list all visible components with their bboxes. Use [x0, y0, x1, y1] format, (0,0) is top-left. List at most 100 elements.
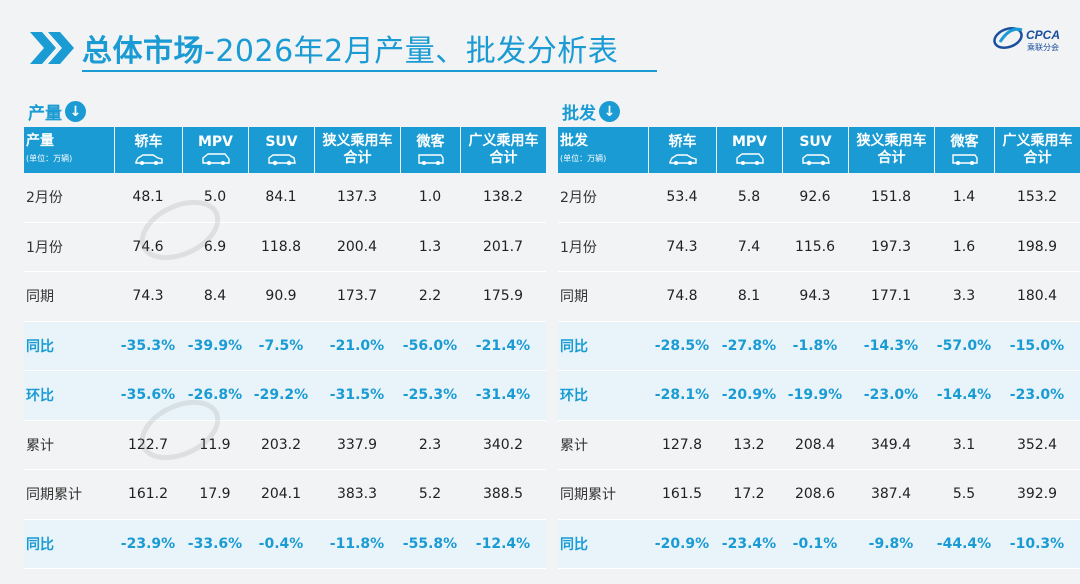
table-cell: 74.3 [132, 288, 164, 305]
table-cell: 90.9 [265, 288, 297, 305]
table-cell: -55.8% [402, 535, 458, 552]
table-cell: 84.1 [265, 189, 297, 206]
row-label: 同比 [560, 338, 588, 355]
table-row: 同期累计 161.2 17.9 204.1 383.3 5.2 388.5 [24, 470, 546, 520]
table-body: 2月份 53.4 5.8 92.6 151.8 1.4 153.2 1月份 74.3 7.4 115… [558, 173, 1080, 569]
table-cell: -21.4% [475, 337, 531, 354]
table-row: 同比 -23.9% -33.6% -0.4% -11.8% -55.8% -12.4% [24, 519, 546, 569]
row-label: 同比 [26, 536, 54, 553]
table-cell: 180.4 [1016, 288, 1058, 305]
row-label: 2月份 [560, 190, 597, 207]
table-cell: -11.8% [329, 535, 385, 552]
table-cell: -9.8% [868, 535, 914, 552]
col-minivan: 微客 [934, 127, 994, 173]
table-cell: 11.9 [199, 436, 231, 453]
table-cell: -27.8% [721, 337, 777, 354]
table-cell: 349.4 [870, 436, 912, 453]
sedan-icon [668, 154, 697, 165]
table-cell: -15.0% [1009, 337, 1065, 354]
table-cell: -29.2% [253, 387, 309, 404]
table-cell: 127.8 [661, 436, 703, 453]
table-cell: -35.3% [120, 337, 176, 354]
table-body: 2月份 48.1 5.0 84.1 137.3 1.0 138.2 1月份 74.6 6.9 118… [24, 173, 546, 569]
table-cell: -23.0% [863, 387, 919, 404]
table-cell: -14.3% [863, 337, 919, 354]
table-cell: 198.9 [1016, 238, 1058, 255]
row-label: 同期 [26, 289, 54, 306]
table-cell: -23.9% [120, 535, 176, 552]
table-cell: 48.1 [132, 189, 164, 206]
table-cell: -20.9% [721, 387, 777, 404]
table-cell: -39.9% [187, 337, 243, 354]
table-cell: -28.5% [654, 337, 710, 354]
table-cell: 175.9 [482, 288, 524, 305]
table-cell: -1.8% [792, 337, 838, 354]
table-cell: 138.2 [482, 189, 524, 206]
production-table: 产量 (单位：万辆) 轿车 MPV SUV 狭义乘用车 合计 微客 广义乘用车 合计… [24, 127, 546, 569]
table-cell: -35.6% [120, 387, 176, 404]
table-row: 环比 -28.1% -20.9% -19.9% -23.0% -14.4% -23.0% [558, 371, 1080, 421]
col-mpv: MPV [716, 127, 782, 173]
table-cell: -21.0% [329, 337, 385, 354]
wholesale-table: 批发 (单位：万辆) 轿车 MPV SUV 狭义乘用车 合计 微客 广义乘用车 合计… [558, 127, 1080, 569]
table-cell: -7.5% [258, 337, 304, 354]
row-label: 同期累计 [26, 487, 82, 504]
table-cell: -19.9% [787, 387, 843, 404]
table-cell: 392.9 [1016, 486, 1058, 503]
minivan-icon [951, 154, 978, 165]
table-row: 2月份 48.1 5.0 84.1 137.3 1.0 138.2 [24, 173, 546, 223]
table-cell: 7.4 [737, 238, 761, 255]
table-cell: 8.4 [203, 288, 227, 305]
table-cell: -12.4% [475, 535, 531, 552]
row-label: 环比 [560, 388, 588, 405]
row-label: 环比 [26, 388, 54, 405]
table-cell: -14.4% [936, 387, 992, 404]
row-label: 同比 [560, 536, 588, 553]
row-label: 同期 [560, 289, 588, 306]
table-cell: -10.3% [1009, 535, 1065, 552]
col-broad-total: 广义乘用车 合计 [460, 127, 546, 173]
table-cell: 340.2 [482, 436, 524, 453]
table-cell: 352.4 [1016, 436, 1058, 453]
table-row: 1月份 74.3 7.4 115.6 197.3 1.6 198.9 [558, 223, 1080, 272]
wholesale-section-label: 批发 ↓ [562, 99, 620, 124]
table-cell: 3.1 [952, 436, 976, 453]
logo-text: CPCA [1026, 28, 1061, 42]
col-broad-total: 广义乘用车 合计 [994, 127, 1080, 173]
production-section-label: 产量 ↓ [28, 99, 86, 124]
table-cell: -25.3% [402, 387, 458, 404]
col-sedan: 轿车 [648, 127, 716, 173]
table-cell: 387.4 [870, 486, 912, 503]
table-cell: 122.7 [127, 436, 169, 453]
table-cell: -31.4% [475, 387, 531, 404]
table-cell: 74.3 [666, 238, 698, 255]
table-cell: 92.6 [799, 189, 831, 206]
suv-icon [267, 154, 296, 166]
table-cell: 5.8 [737, 189, 761, 206]
col-mpv: MPV [182, 127, 248, 173]
table-cell: 1.3 [418, 238, 442, 255]
table-header: 批发 (单位：万辆) 轿车 MPV SUV 狭义乘用车 合计 微客 广义乘用车 合计 [558, 127, 1080, 173]
table-cell: -0.4% [258, 535, 304, 552]
table-cell: -44.4% [936, 535, 992, 552]
table-cell: 74.8 [666, 288, 698, 305]
table-cell: -31.5% [329, 387, 385, 404]
table-cell: 161.5 [661, 486, 703, 503]
title-underline [82, 70, 657, 72]
sedan-icon [134, 154, 163, 165]
cpca-logo-icon [993, 27, 1023, 49]
table-cell: 177.1 [870, 288, 912, 305]
page-title: 总体市场-2026年2月产量、批发分析表 [82, 34, 619, 69]
table-row: 累计 122.7 11.9 203.2 337.9 2.3 340.2 [24, 421, 546, 470]
table-cell: 13.2 [733, 436, 765, 453]
table-cell: 118.8 [260, 238, 302, 255]
page-header: 总体市场-2026年2月产量、批发分析表 [28, 24, 618, 72]
header-label-cell: 产量 (单位：万辆) [26, 133, 73, 163]
table-cell: 197.3 [870, 238, 912, 255]
col-narrow-total: 狭义乘用车 合计 [848, 127, 934, 173]
table-cell: 153.2 [1016, 189, 1058, 206]
row-label: 2月份 [26, 190, 63, 207]
mpv-icon [735, 153, 764, 165]
table-cell: 1.4 [952, 189, 976, 206]
table-cell: -0.1% [792, 535, 838, 552]
